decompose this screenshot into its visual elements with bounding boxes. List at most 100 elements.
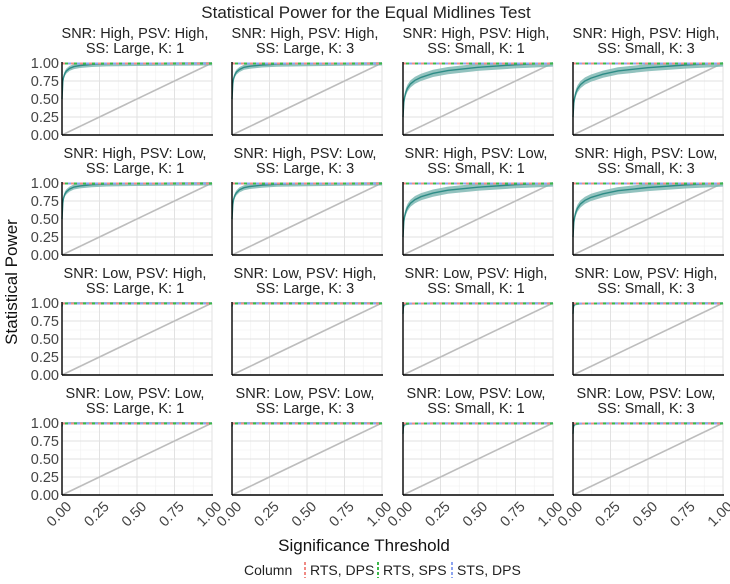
power-band: [62, 63, 212, 102]
panel-strip-line-1: SNR: Low, PSV: Low,: [407, 386, 546, 402]
panel-10: SNR: Low, PSV: High,SS: Large, K: 3: [231, 266, 383, 376]
power-curve: [402, 182, 554, 238]
legend-title: Column: [244, 562, 292, 578]
legend-key-1: [301, 562, 309, 578]
panel-11: SNR: Low, PSV: High,SS: Small, K: 1: [402, 266, 554, 376]
y-tick-label: 0.75: [31, 314, 59, 330]
legend: Column RTS, DPS RTS, SPS STS, DPS: [244, 562, 521, 578]
y-tick-label: 1.00: [31, 176, 59, 192]
panel-strip-line-2: SS: Large, K: 3: [256, 281, 354, 297]
panel-4: SNR: High, PSV: High,SS: Small, K: 3: [572, 26, 724, 136]
panel-strip-line-1: SNR: High, PSV: High,: [403, 26, 550, 42]
x-tick-label: 0.50: [460, 499, 491, 530]
y-tick-label: 0.50: [31, 212, 59, 228]
x-tick-label: 0.75: [326, 499, 357, 530]
panel-strip-line-2: SS: Small, K: 3: [597, 161, 695, 177]
x-tick-label: 0.00: [214, 499, 245, 530]
diagonal-reference-line: [572, 182, 724, 256]
y-tick-label: 1.00: [31, 296, 59, 312]
diagonal-reference-line: [402, 62, 554, 136]
legend-key-2: [374, 562, 382, 578]
x-tick-label: 0.50: [289, 499, 320, 530]
y-tick-label: 0.75: [31, 194, 59, 210]
y-tick-label: 0.25: [31, 470, 59, 486]
panel-7: SNR: High, PSV: Low,SS: Small, K: 1: [402, 146, 554, 256]
panel-strip-line-2: SS: Large, K: 1: [86, 281, 184, 297]
panel-12: SNR: Low, PSV: High,SS: Small, K: 3: [572, 266, 724, 376]
y-tick-label: 0.00: [31, 248, 59, 264]
x-tick-label: 1.00: [705, 499, 730, 530]
panel-strip-line-1: SNR: Low, PSV: Low,: [236, 386, 375, 402]
panel-2: SNR: High, PSV: High,SS: Large, K: 3: [231, 26, 383, 136]
panel-15: SNR: Low, PSV: Low,SS: Small, K: 10.00 0.…: [385, 386, 566, 530]
y-tick-label: 0.00: [31, 488, 59, 504]
diagonal-reference-line: [231, 302, 383, 376]
x-tick-label: 0.25: [81, 499, 112, 530]
y-tick-label: 0.75: [31, 434, 59, 450]
panel-strip-line-1: SNR: High, PSV: High,: [573, 26, 720, 42]
y-tick-label: 0.50: [31, 92, 59, 108]
panel-strip-line-2: SS: Large, K: 1: [86, 41, 184, 57]
power-curve: [572, 182, 724, 238]
diagonal-reference-line: [402, 422, 554, 496]
x-tick-label: 0.00: [385, 499, 416, 530]
x-tick-label: 0.25: [422, 499, 453, 530]
y-tick-label: 0.50: [31, 332, 59, 348]
diagonal-reference-line: [402, 302, 554, 376]
x-tick-label: 0.75: [497, 499, 528, 530]
x-axis-title: Significance Threshold: [278, 536, 450, 555]
diagonal-reference-line: [231, 182, 383, 256]
diagonal-reference-line: [231, 62, 383, 136]
panel-9: SNR: Low, PSV: High,SS: Large, K: 1 0.00 0…: [31, 266, 213, 384]
panel-strip-line-2: SS: Small, K: 1: [427, 161, 525, 177]
panel-strip-line-1: SNR: High, PSV: Low,: [64, 146, 207, 162]
x-tick-label: 0.75: [156, 499, 187, 530]
panel-strip-line-2: SS: Large, K: 1: [86, 161, 184, 177]
y-tick-label: 0.25: [31, 350, 59, 366]
panel-3: SNR: High, PSV: High,SS: Small, K: 1: [402, 26, 554, 136]
diagonal-reference-line: [402, 182, 554, 256]
y-tick-label: 0.00: [31, 368, 59, 384]
y-tick-label: 0.00: [31, 128, 59, 144]
panel-strip-line-2: SS: Small, K: 3: [597, 401, 695, 417]
panel-strip-line-1: SNR: Low, PSV: High,: [64, 266, 207, 282]
diagonal-reference-line: [572, 62, 724, 136]
diagonal-reference-line: [61, 422, 213, 496]
chart-title: Statistical Power for the Equal Midlines…: [201, 3, 531, 22]
y-tick-label: 1.00: [31, 56, 59, 72]
panel-strip-line-1: SNR: High, PSV: Low,: [234, 146, 377, 162]
facet-grid: SNR: High, PSV: High,SS: Large, K: 10.00…: [31, 26, 730, 530]
y-tick-label: 0.25: [31, 110, 59, 126]
panel-strip-line-2: SS: Small, K: 3: [597, 41, 695, 57]
panel-strip-line-2: SS: Small, K: 1: [427, 401, 525, 417]
power-curve: [572, 62, 724, 118]
panel-8: SNR: High, PSV: Low,SS: Small, K: 3: [572, 146, 724, 256]
panel-strip-line-2: SS: Small, K: 1: [427, 281, 525, 297]
y-tick-label: 1.00: [31, 416, 59, 432]
y-axis-title: Statistical Power: [2, 219, 21, 345]
legend-label-3: STS, DPS: [457, 562, 521, 578]
panel-strip-line-1: SNR: High, PSV: High,: [232, 26, 379, 42]
power-curve: [402, 62, 554, 118]
legend-label-1: RTS, DPS: [310, 562, 374, 578]
diagonal-reference-line: [572, 302, 724, 376]
x-tick-label: 0.75: [667, 499, 698, 530]
panel-16: SNR: Low, PSV: Low,SS: Small, K: 30.00 0.…: [555, 386, 730, 530]
x-tick-label: 0.50: [119, 499, 150, 530]
panel-strip-line-1: SNR: High, PSV: Low,: [575, 146, 718, 162]
y-tick-label: 0.50: [31, 452, 59, 468]
diagonal-reference-line: [61, 182, 213, 256]
panel-6: SNR: High, PSV: Low,SS: Large, K: 3: [231, 146, 383, 256]
panel-strip-line-2: SS: Small, K: 1: [427, 41, 525, 57]
panel-13: SNR: Low, PSV: Low,SS: Large, K: 1 0.00 0.…: [31, 386, 225, 530]
x-tick-label: 0.50: [630, 499, 661, 530]
x-tick-label: 0.25: [251, 499, 282, 530]
panel-strip-line-2: SS: Large, K: 3: [256, 41, 354, 57]
panel-1: SNR: High, PSV: High,SS: Large, K: 1 0.00…: [31, 26, 213, 144]
x-tick-label: 0.00: [555, 499, 586, 530]
panel-strip-line-1: SNR: Low, PSV: High,: [234, 266, 377, 282]
panel-strip-line-1: SNR: High, PSV: High,: [62, 26, 209, 42]
panel-strip-line-1: SNR: Low, PSV: High,: [575, 266, 718, 282]
panel-strip-line-1: SNR: Low, PSV: High,: [405, 266, 548, 282]
